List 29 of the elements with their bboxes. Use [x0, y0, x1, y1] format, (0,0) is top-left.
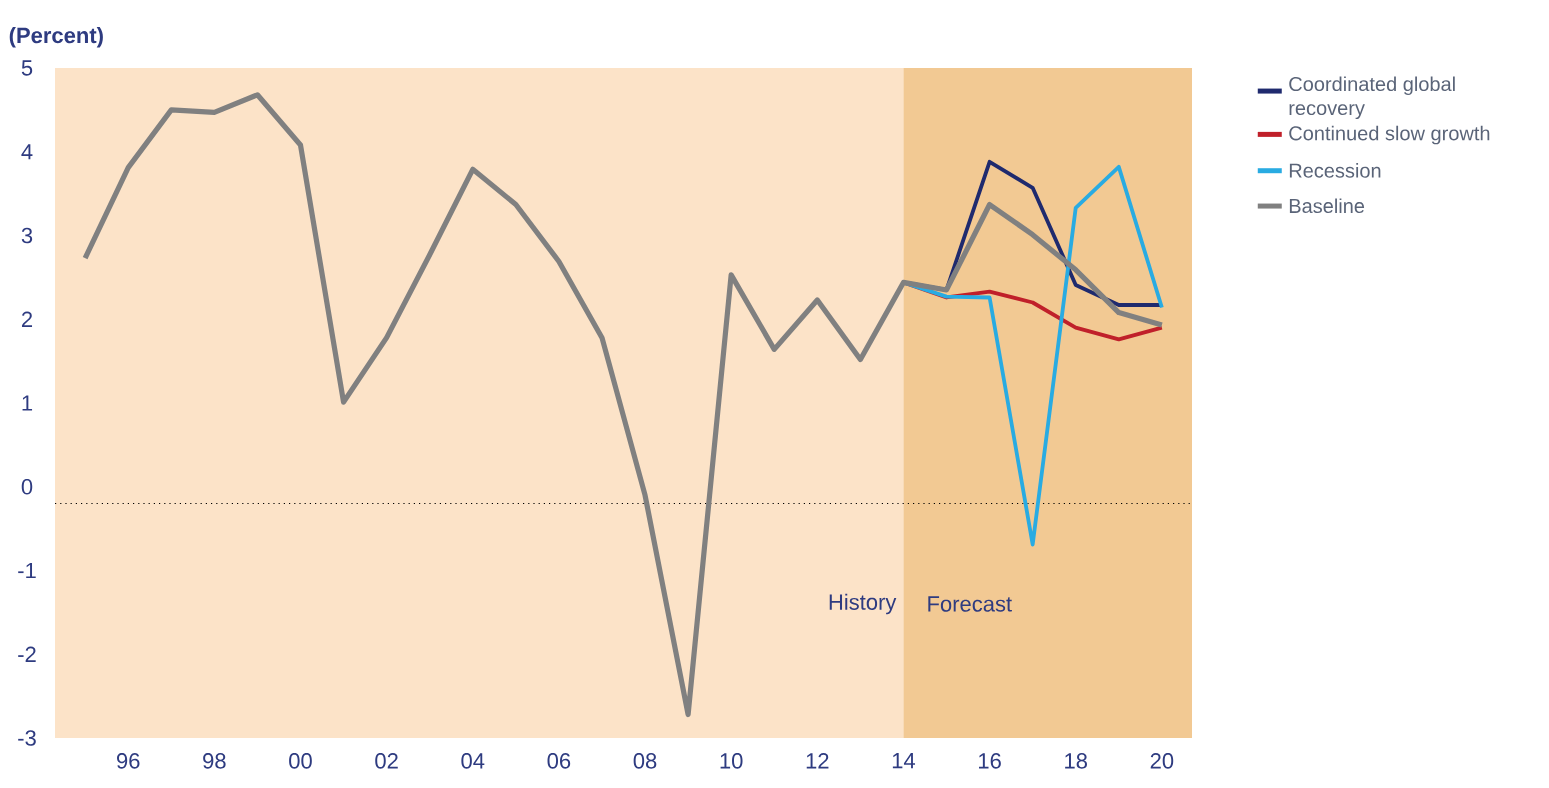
y-tick-label: 4	[21, 144, 33, 160]
legend-label: Continued slow growth	[1289, 125, 1490, 145]
x-tick-label: 00	[289, 753, 312, 769]
legend-label: Recession	[1289, 163, 1381, 178]
legend-label: Baseline	[1289, 198, 1365, 214]
x-tick-label: 08	[633, 753, 657, 769]
x-tick-label: 04	[461, 753, 485, 769]
x-tick-label: 20	[1150, 753, 1174, 769]
y-tick-label: -1	[18, 562, 36, 579]
legend-label: Coordinated global recovery	[1289, 76, 1455, 120]
x-tick-label: 98	[203, 753, 226, 769]
y-tick-label: 1	[22, 395, 33, 411]
band-label: Forecast	[928, 596, 1012, 612]
y-tick-label: 2	[21, 311, 33, 327]
x-tick-label: 18	[1065, 753, 1087, 769]
y-axis-title: (Percent)	[9, 27, 103, 48]
x-tick-label: 96	[117, 753, 140, 769]
x-tick-label: 14	[892, 753, 916, 769]
y-tick-label: 5	[21, 60, 33, 76]
x-tick-label: 12	[806, 753, 829, 769]
x-tick-label: 10	[720, 753, 743, 769]
y-tick-label: -3	[18, 730, 36, 746]
y-tick-label: 0	[21, 478, 33, 495]
x-tick-label: 16	[979, 753, 1001, 769]
y-tick-label: -2	[18, 646, 36, 662]
y-tick-label: 3	[21, 227, 33, 244]
x-tick-label: 02	[375, 753, 398, 769]
band-label: History	[829, 593, 897, 615]
x-tick-label: 06	[547, 753, 571, 769]
